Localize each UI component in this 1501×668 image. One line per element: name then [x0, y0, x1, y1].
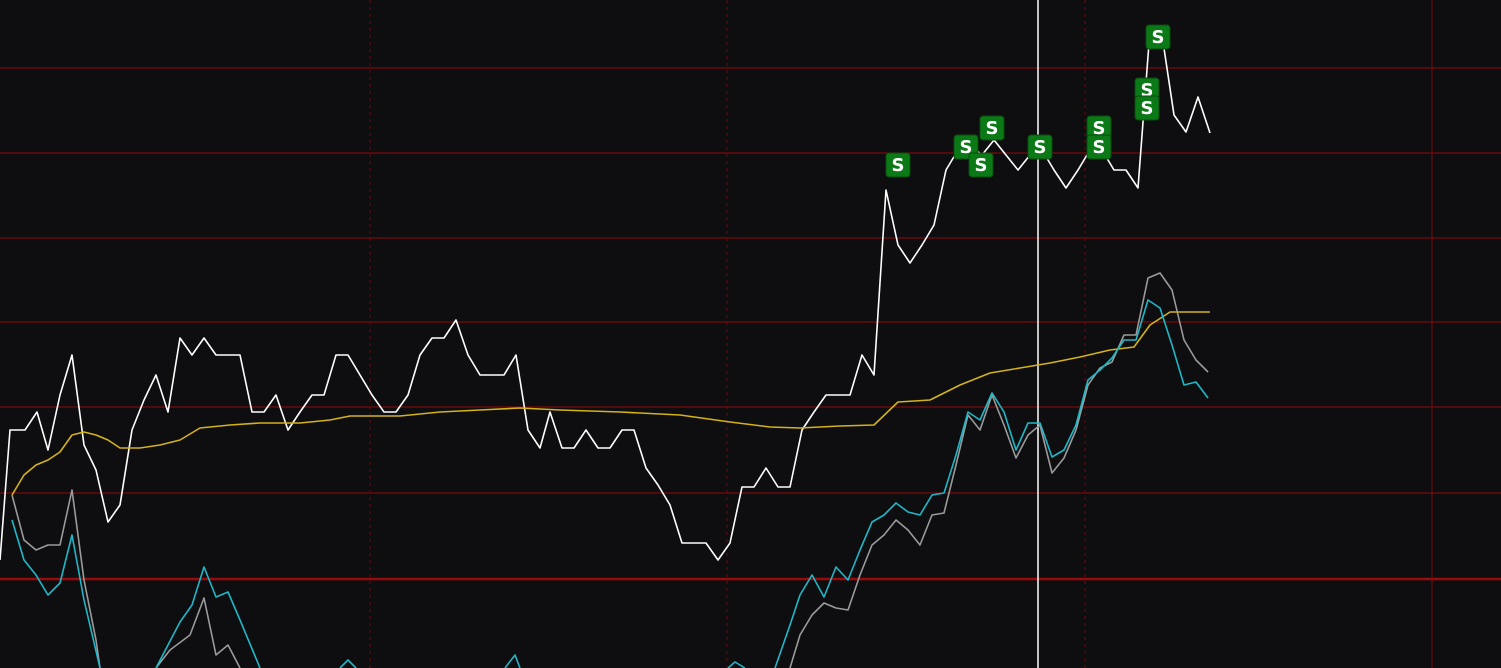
signal-box [1027, 134, 1053, 160]
signal: S [1086, 115, 1112, 141]
signal-box [1134, 95, 1160, 121]
line [339, 659, 357, 668]
signal: S [885, 152, 911, 178]
signal: S [1145, 24, 1171, 50]
line [11, 489, 101, 668]
line [0, 29, 1211, 561]
line [155, 566, 261, 668]
line [155, 597, 241, 668]
signal-label: S [1093, 118, 1106, 139]
line [504, 654, 521, 668]
signal-label: S [1152, 27, 1165, 48]
signal: S [1134, 95, 1160, 121]
line [11, 311, 1210, 496]
signal: S [979, 115, 1005, 141]
signal-label: S [975, 155, 988, 176]
signal-label: S [986, 118, 999, 139]
signal-label: S [1034, 137, 1047, 158]
line [11, 519, 101, 668]
signal-box [1145, 24, 1171, 50]
line [789, 272, 1209, 668]
signal: S [968, 152, 994, 178]
signal-box [1086, 134, 1112, 160]
signal-label: S [960, 137, 973, 158]
signal: S [1086, 134, 1112, 160]
signal-box [885, 152, 911, 178]
signal-label: S [1141, 98, 1154, 119]
signal-label: S [892, 155, 905, 176]
signal-label: S [1093, 137, 1106, 158]
line [727, 661, 746, 668]
signal-box [968, 152, 994, 178]
line [774, 299, 1209, 668]
signal: S [1027, 134, 1053, 160]
lines [0, 29, 1211, 668]
signal-box [979, 115, 1005, 141]
